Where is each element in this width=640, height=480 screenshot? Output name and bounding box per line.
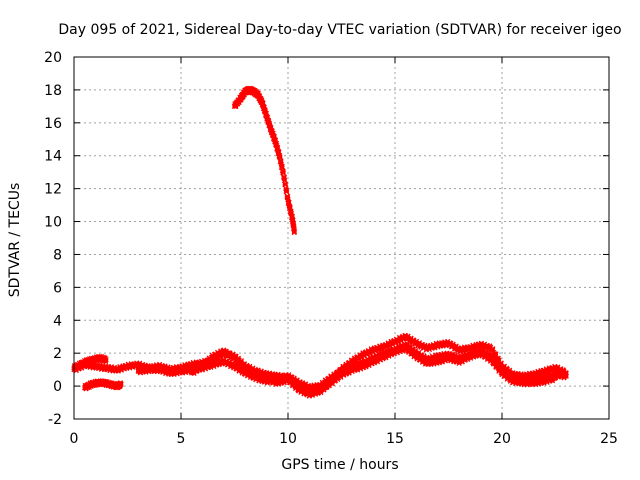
- data-point: [118, 381, 124, 388]
- plot-frame: [73, 56, 610, 420]
- series-arc-high: [231, 85, 298, 236]
- data-point: [103, 357, 109, 363]
- x-tick-label: 25: [600, 431, 618, 447]
- x-tick-label: 15: [386, 431, 404, 447]
- data-point: [493, 351, 499, 358]
- y-tick-label: 12: [44, 182, 62, 198]
- y-tick-label: 18: [44, 83, 62, 99]
- data-point: [291, 228, 298, 235]
- y-tick-label: 10: [44, 215, 62, 231]
- x-axis-title: GPS time / hours: [281, 457, 398, 473]
- data-point: [284, 188, 290, 195]
- y-axis-title: SDTVAR / TECUs: [7, 183, 23, 298]
- y-tick-label: 0: [53, 379, 62, 395]
- data-point: [552, 375, 559, 381]
- data-point: [279, 163, 285, 170]
- data-point: [563, 373, 569, 379]
- series-arc-early: [82, 378, 124, 392]
- series-arc-main-c: [189, 344, 559, 399]
- chart-title: Day 095 of 2021, Sidereal Day-to-day VTE…: [58, 22, 621, 38]
- y-tick-label: 16: [44, 116, 62, 132]
- y-tick-label: 6: [53, 280, 62, 296]
- data-point: [280, 170, 287, 176]
- y-tick-label: 4: [53, 313, 62, 329]
- series-arc-early-high: [71, 353, 109, 372]
- x-tick-label: 5: [177, 431, 186, 447]
- y-tick-label: 14: [44, 149, 62, 165]
- x-tick-label: 10: [279, 431, 297, 447]
- y-tick-label: 8: [53, 247, 62, 263]
- data-points: [71, 85, 569, 399]
- y-tick-label: 2: [53, 346, 62, 362]
- x-tick-label: 0: [70, 431, 79, 447]
- data-point: [287, 204, 293, 211]
- data-point: [282, 181, 289, 187]
- y-tick-label: 20: [44, 50, 62, 66]
- data-point: [490, 346, 496, 352]
- axis-ticks: 0 5 10 15 20 25 -2 0 2 4 6 8 10 12 14 16 18 20: [44, 50, 618, 447]
- x-tick-label: 20: [493, 431, 511, 447]
- y-tick-label: -2: [48, 412, 62, 428]
